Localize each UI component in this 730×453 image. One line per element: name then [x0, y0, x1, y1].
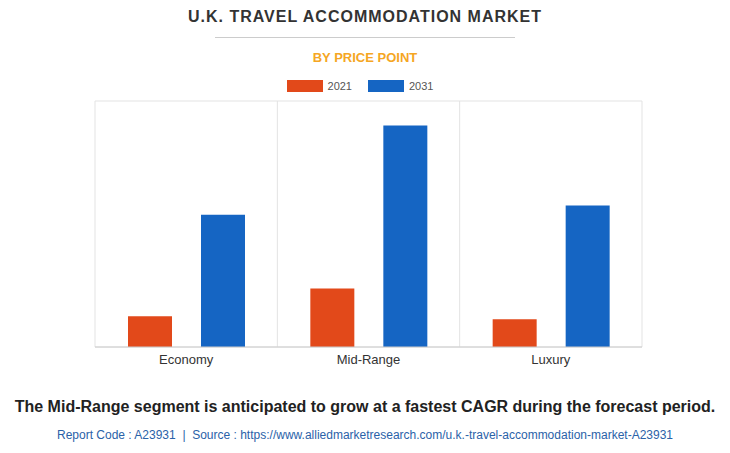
html-text:Report Code : A23931 | Source: Report Code : A23931 | Source : https://…: [57, 428, 673, 442]
html-text:The Mid-Range segment is antic: The Mid-Range segment is anticipated to …: [14, 398, 716, 415]
html-text:BY PRICE POINT: BY PRICE POINT: [312, 50, 418, 65]
svg-text:Luxury: Luxury: [531, 352, 571, 367]
svg-text:Mid-Range: Mid-Range: [337, 352, 401, 367]
html-text:2031: 2031: [409, 80, 434, 92]
svg-text:Economy: Economy: [159, 352, 214, 367]
html-text:U.K. TRAVEL ACCOMMODATION MARK: U.K. TRAVEL ACCOMMODATION MARKET: [188, 8, 542, 25]
html-text:2021: 2021: [327, 80, 352, 92]
